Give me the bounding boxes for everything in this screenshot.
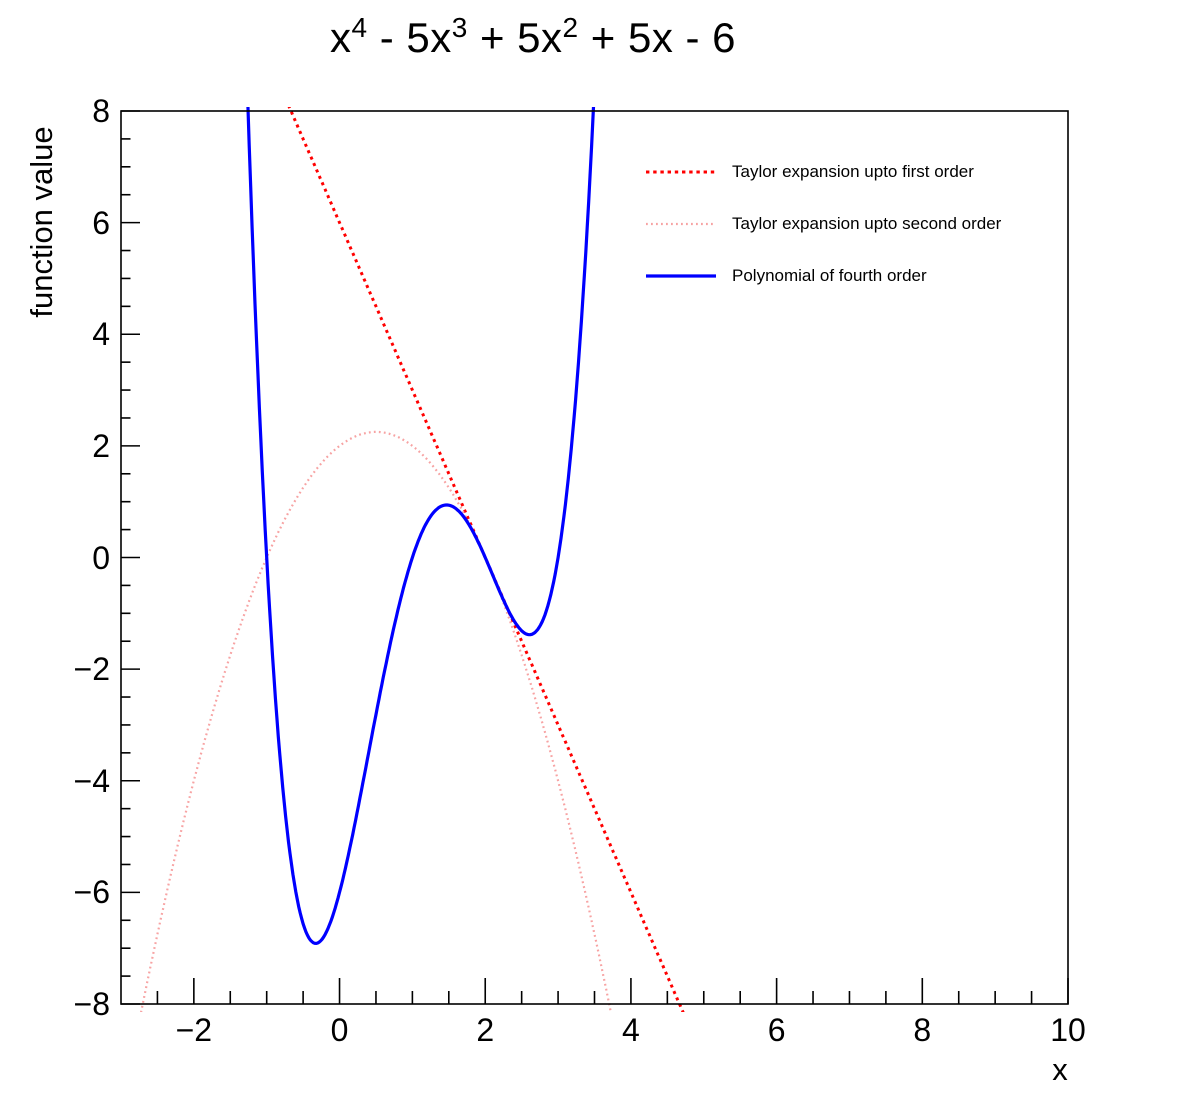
title-superscript: 2 xyxy=(562,12,579,43)
axis-ticks xyxy=(121,110,1069,1005)
y-tick-label-0: 0 xyxy=(92,539,110,576)
y-tick-label-6: 6 xyxy=(92,204,110,241)
title-text: x xyxy=(329,14,352,61)
legend-label: Taylor expansion upto second order xyxy=(732,214,1002,233)
curves-group xyxy=(139,107,685,1012)
x-tick-label-8: 8 xyxy=(913,1012,932,1048)
x-tick-label-6: 6 xyxy=(767,1012,786,1048)
title-text: + 5x xyxy=(467,14,563,61)
legend-line-sample-red-dotted xyxy=(646,170,716,174)
x-tick-label-0: 0 xyxy=(330,1012,349,1048)
y-tick-label-4: 4 xyxy=(92,316,110,353)
title-text: - 5x xyxy=(367,14,452,61)
legend-item-taylor-second-order: Taylor expansion upto second order xyxy=(645,198,1001,250)
legend-line-sample-blue-solid xyxy=(646,274,716,278)
chart-title: x4 - 5x3 + 5x2 + 5x - 6 xyxy=(330,12,736,62)
legend-item-polynomial: Polynomial of fourth order xyxy=(645,250,1001,302)
x-tick-label-4: 4 xyxy=(622,1012,640,1048)
y-tick-label-8: 8 xyxy=(92,93,110,129)
y-tick-label--8: −8 xyxy=(73,986,110,1022)
curve-polynomial-of-fourth-order xyxy=(246,107,596,946)
y-tick-label--6: −6 xyxy=(73,874,110,911)
x-tick-label--2: −2 xyxy=(175,1012,213,1048)
y-tick-label--2: −2 xyxy=(73,651,110,688)
x-axis-title: x xyxy=(1052,1052,1068,1087)
title-superscript: 4 xyxy=(351,12,368,43)
legend-label: Taylor expansion upto first order xyxy=(732,162,974,181)
legend-line-sample-pink-dotted xyxy=(646,222,716,226)
y-tick-label--4: −4 xyxy=(73,762,110,799)
x-tick-label-2: 2 xyxy=(476,1012,495,1048)
title-superscript: 3 xyxy=(451,12,468,43)
y-tick-label-2: 2 xyxy=(92,427,110,464)
x-tick-label-10: 10 xyxy=(1050,1012,1086,1048)
legend-label: Polynomial of fourth order xyxy=(732,266,927,285)
legend: Taylor expansion upto first order Taylor… xyxy=(645,146,1001,302)
legend-item-taylor-first-order: Taylor expansion upto first order xyxy=(645,146,1001,198)
title-text: + 5x - 6 xyxy=(578,14,737,61)
